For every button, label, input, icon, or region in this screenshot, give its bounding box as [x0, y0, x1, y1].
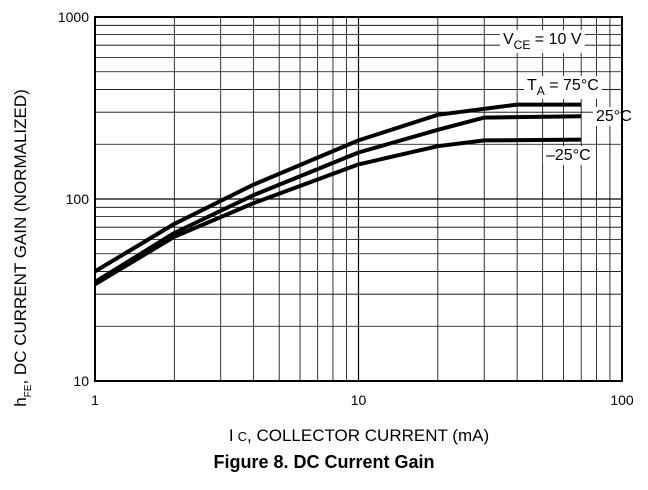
x-tick-label: 1	[91, 392, 99, 408]
x-axis-label-main: I	[229, 426, 234, 445]
x-axis-label: I C, COLLECTOR CURRENT (mA)	[229, 426, 489, 445]
series-label-25c: 25°C	[593, 107, 632, 126]
condition-main: V	[503, 31, 514, 48]
series-line-75c	[93, 102, 582, 274]
y-axis-label: hFE, DC CURRENT GAIN (NORMALIZED)	[11, 89, 34, 407]
series-line-25c	[93, 114, 582, 284]
plot-frame	[94, 16, 623, 382]
svg-text:VCE = 10 V: VCE = 10 V	[503, 31, 582, 52]
x-axis-label-sub: C	[238, 429, 247, 444]
series-line-minus25c	[93, 137, 582, 287]
x-axis-label-rest: , COLLECTOR CURRENT (mA)	[247, 426, 489, 445]
condition-rest: = 10 V	[530, 31, 581, 48]
y-tick-label: 1000	[58, 9, 89, 25]
series-layer	[93, 102, 582, 287]
condition-sub: CE	[514, 38, 531, 52]
svg-text:TA = 75°C: TA = 75°C	[527, 77, 599, 98]
series-label-minus25c: –25°C	[543, 146, 594, 165]
condition-label: VCE = 10 V	[500, 30, 585, 53]
y-axis-label-rest: , DC CURRENT GAIN (NORMALIZED)	[11, 89, 30, 384]
series-75c-sub: A	[537, 84, 545, 98]
y-axis-label-main: h	[11, 397, 30, 406]
series-75c-main: T	[527, 77, 537, 94]
y-tick-label: 10	[73, 373, 89, 389]
figure-caption: Figure 8. DC Current Gain	[213, 452, 435, 472]
series-25c-name: 25°C	[596, 108, 632, 125]
x-tick-label: 100	[610, 392, 634, 408]
series-label-75c: TA = 75°C	[524, 76, 602, 99]
y-axis-label-sub: FE	[23, 384, 34, 397]
series-minus25c-name: –25°C	[546, 147, 591, 164]
x-tick-label: 10	[351, 392, 367, 408]
series-75c-rest: = 75°C	[545, 77, 599, 94]
y-tick-label: 100	[66, 191, 90, 207]
